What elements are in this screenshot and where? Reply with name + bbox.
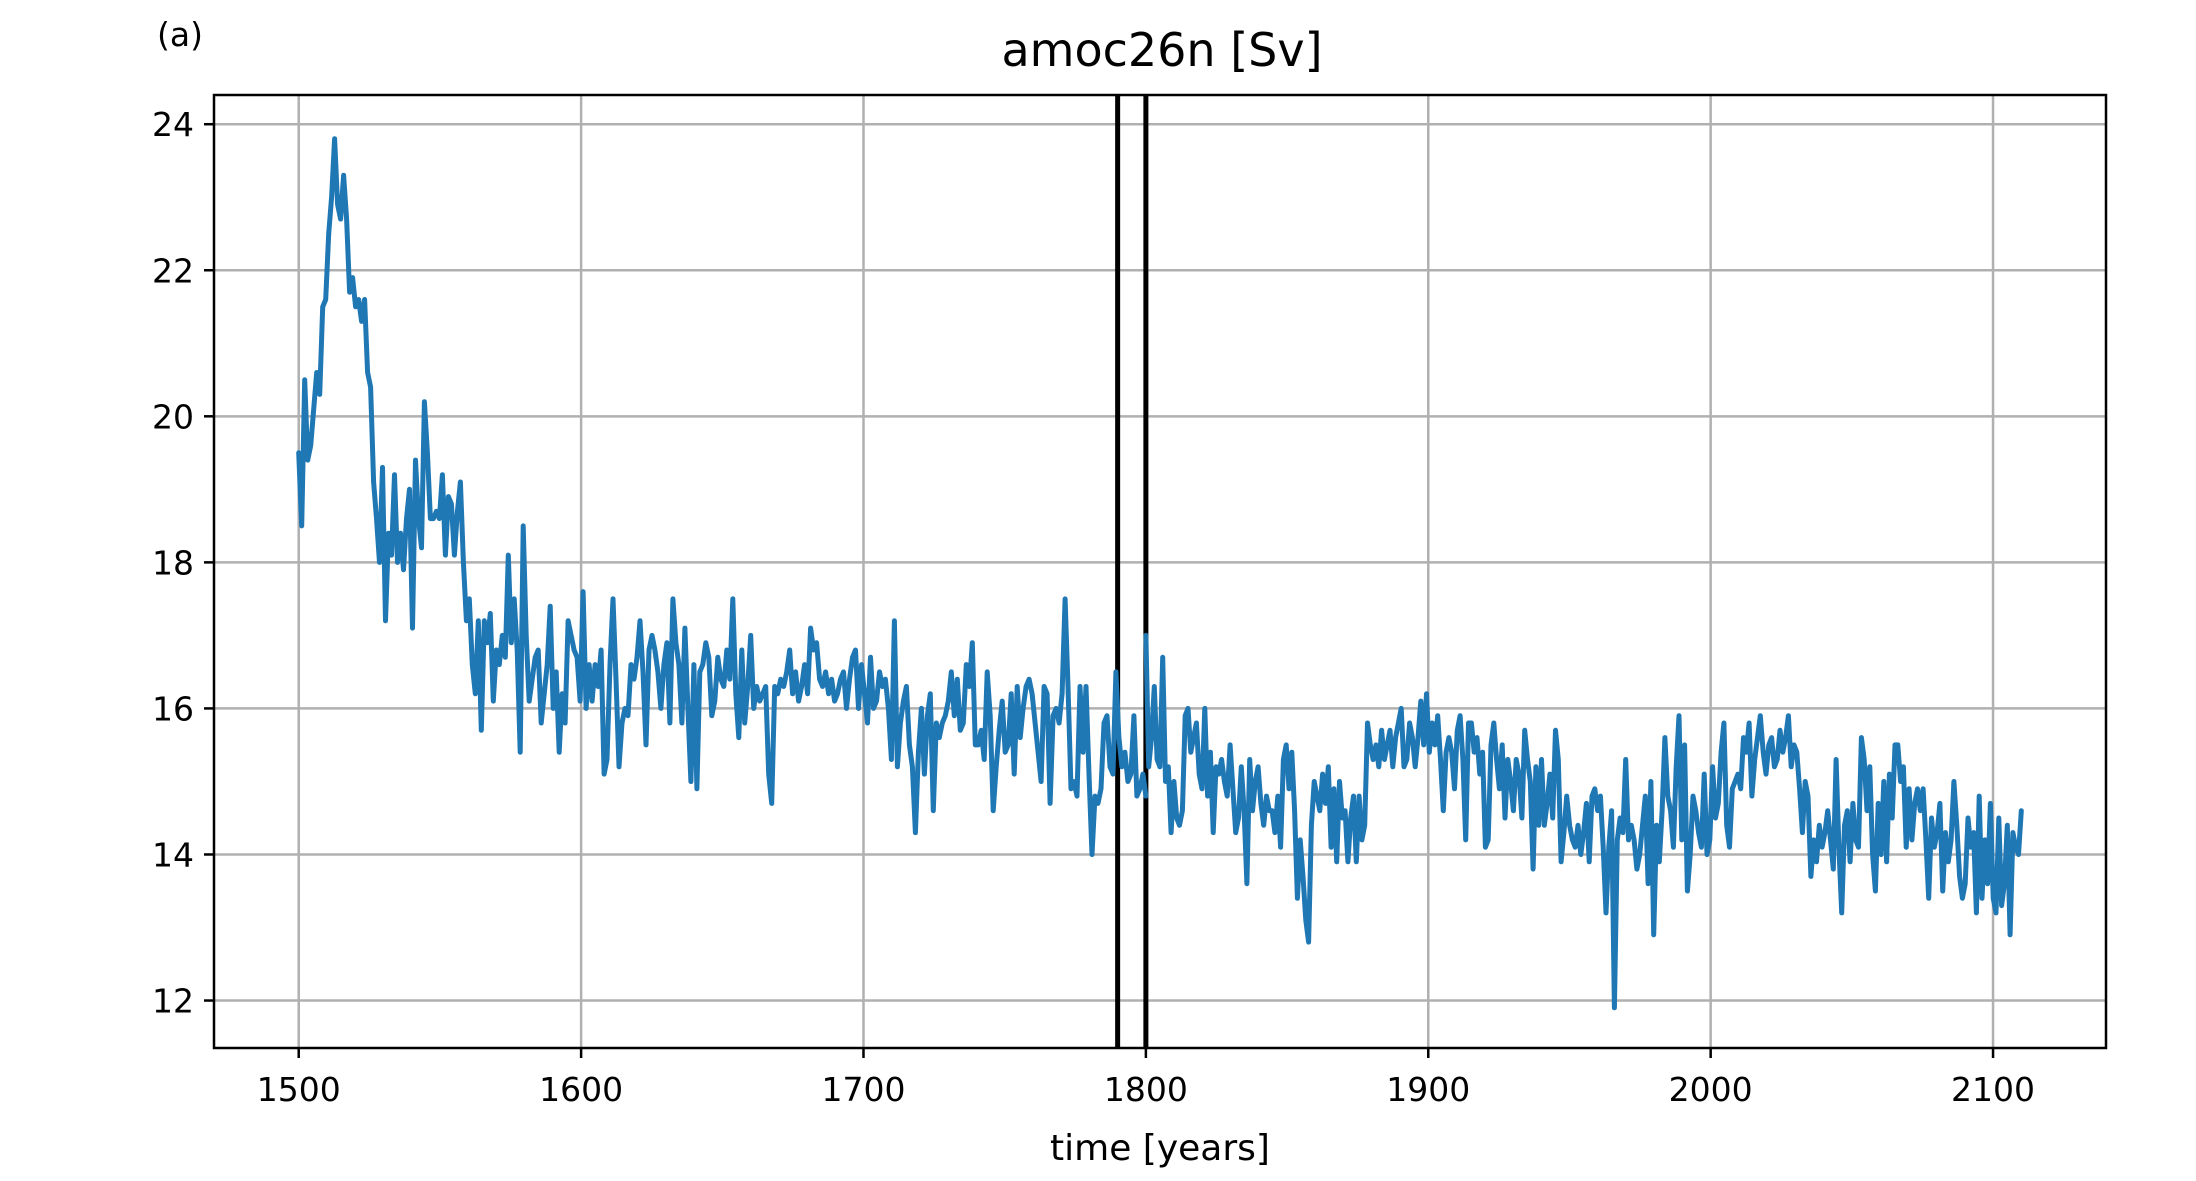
series-line (296, 136, 1149, 857)
x-tick-label: 1800 (1104, 1070, 1188, 1109)
x-tick-label: 2100 (1951, 1070, 2035, 1109)
x-tick-label: 1900 (1386, 1070, 1470, 1109)
x-tick-label: 2000 (1669, 1070, 1753, 1109)
x-tick-label: 1600 (539, 1070, 623, 1109)
y-tick-label: 18 (152, 543, 194, 582)
x-tick-label: 1500 (257, 1070, 341, 1109)
x-tick-label: 1700 (822, 1070, 906, 1109)
grid-lines (214, 95, 2106, 1048)
chart-title: amoc26n [Sv] (1001, 23, 1322, 77)
vertical-marker-lines (1115, 95, 1149, 1048)
y-tick-label: 22 (152, 251, 194, 290)
series-layer (296, 136, 2024, 1011)
series-line (1143, 632, 2024, 1011)
y-tick-label: 12 (152, 982, 194, 1021)
plot-frame (212, 93, 2108, 1050)
x-axis-label: time [years] (1050, 1128, 1270, 1169)
y-tick-label: 20 (152, 397, 194, 436)
y-tick-label: 14 (152, 835, 194, 874)
axis-ticks: 1500 1600 1700 1800 1900 2000 2100 12 14 16 18 20 22… (152, 105, 2035, 1109)
y-tick-label: 16 (152, 689, 194, 728)
y-tick-label: 24 (152, 105, 194, 144)
panel-label: (a) (157, 15, 203, 54)
